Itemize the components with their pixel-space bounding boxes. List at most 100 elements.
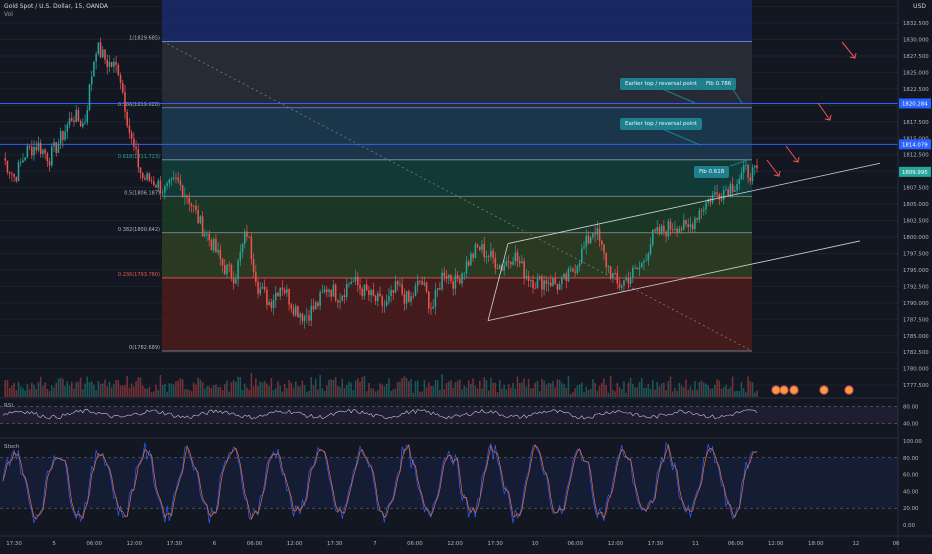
volume-bar: [115, 380, 117, 397]
candle-body: [53, 142, 55, 147]
price-tick-label: 1792.500: [903, 284, 929, 290]
price-badge: [899, 139, 931, 150]
volume-bar: [634, 387, 636, 397]
callout-fib-618[interactable]: Fib 0.618: [694, 166, 730, 178]
volume-bar: [372, 388, 375, 397]
volume-bar: [46, 388, 49, 397]
volume-label[interactable]: Vol: [4, 11, 13, 18]
volume-bar: [150, 392, 153, 397]
time-tick-label: 7: [373, 541, 376, 547]
fib-trendline: [162, 41, 753, 352]
candle-body: [616, 273, 619, 284]
volume-bar: [235, 381, 237, 397]
time-tick-label: 17:30: [6, 541, 22, 547]
volume-bar: [161, 384, 164, 397]
candle-body: [645, 260, 647, 262]
volume-bar: [314, 378, 317, 397]
volume-bar: [538, 391, 541, 397]
candle-body: [115, 61, 117, 65]
callout-earlier-top-1[interactable]: Earlier top / reversal point: [620, 78, 702, 90]
candle-body: [15, 176, 18, 182]
candle-body: [286, 288, 288, 294]
volume-bar: [510, 387, 512, 397]
candle-body: [57, 143, 60, 153]
volume-bar: [669, 376, 672, 397]
volume-bar: [281, 391, 284, 397]
candle-body: [210, 240, 213, 251]
candle-body: [164, 185, 166, 193]
volume-bar: [514, 388, 517, 397]
volume-bar: [492, 382, 494, 397]
candle-body: [683, 220, 685, 230]
time-tick-label: 12:00: [287, 541, 303, 547]
volume-bar: [188, 389, 191, 397]
callout-earlier-top-2[interactable]: Earlier top / reversal point: [620, 118, 702, 130]
candle-body: [95, 53, 97, 62]
stoch-tick-label: 60.00: [903, 473, 919, 479]
candle-body: [66, 124, 69, 132]
volume-bar: [130, 383, 133, 397]
fib-label: 0.382(1800.642): [118, 227, 160, 233]
candle-body: [352, 281, 355, 283]
volume-bar: [618, 387, 621, 397]
price-tick-label: 1812.500: [903, 153, 929, 159]
candle-body: [745, 164, 747, 166]
candle-body: [720, 199, 723, 201]
candle-body: [345, 284, 348, 298]
red-arrow-head: [792, 156, 800, 163]
volume-bar: [459, 379, 461, 397]
candle-body: [530, 280, 532, 281]
volume-bar: [345, 384, 348, 397]
volume-bar: [95, 390, 97, 397]
volume-bar: [126, 376, 128, 397]
candle-body: [299, 313, 301, 318]
volume-bar: [747, 376, 749, 397]
volume-bar: [299, 386, 301, 397]
candle-body: [600, 240, 603, 245]
volume-bar: [352, 389, 355, 397]
volume-bar: [454, 382, 457, 397]
candle-body: [505, 261, 508, 266]
rsi-label[interactable]: RSI: [4, 403, 13, 409]
candle-body: [121, 83, 124, 93]
candle-body: [691, 224, 694, 230]
volume-bar: [658, 386, 661, 397]
candle-body: [239, 252, 242, 261]
callout-fib-786[interactable]: Fib 0.786: [701, 78, 737, 90]
volume-bar: [317, 389, 319, 397]
volume-bar: [186, 388, 188, 397]
candle-body: [186, 195, 188, 198]
price-tick-label: 1822.500: [903, 87, 929, 93]
candle-body: [294, 306, 297, 316]
candle-body: [481, 244, 483, 250]
price-badge-label: 1820.284: [902, 101, 928, 107]
candle-body: [206, 233, 208, 235]
volume-bar: [534, 382, 537, 397]
candle-body: [569, 268, 572, 270]
volume-bar: [232, 380, 235, 397]
symbol-title[interactable]: Gold Spot / U.S. Dollar, 15, OANDA: [4, 3, 108, 10]
time-tick-label: 6: [213, 541, 217, 547]
volume-bar: [578, 384, 581, 397]
candle-body: [669, 221, 672, 230]
candle-body: [654, 229, 656, 232]
candle-body: [452, 281, 454, 289]
volume-bar: [734, 391, 736, 397]
candle-body: [543, 280, 545, 290]
volume-bar: [6, 380, 9, 397]
candle-body: [443, 272, 446, 277]
candle-body: [729, 184, 732, 197]
candle-body: [64, 131, 66, 140]
stoch-label[interactable]: Stoch: [4, 444, 20, 450]
volume-bar: [255, 378, 257, 397]
candle-body: [323, 289, 326, 292]
volume-bar: [139, 377, 142, 397]
candle-body: [117, 64, 120, 75]
volume-bar: [503, 384, 505, 397]
event-marker: [771, 385, 781, 395]
rsi-tick-label: 40.00: [903, 422, 919, 428]
volume-bar: [306, 391, 308, 397]
candle-body: [731, 184, 734, 192]
volume-bar: [261, 382, 264, 397]
